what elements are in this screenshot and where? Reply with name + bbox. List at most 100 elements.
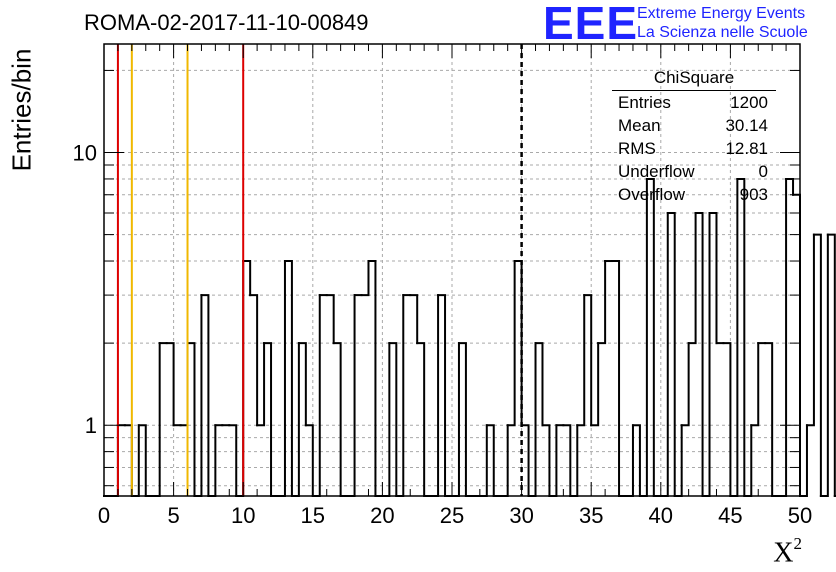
histogram-bin xyxy=(799,424,808,497)
histogram-bin xyxy=(812,233,822,497)
histogram-bin xyxy=(457,342,467,497)
histogram-bin xyxy=(193,294,203,497)
histogram-bin xyxy=(819,233,829,497)
histogram-bin xyxy=(694,212,704,497)
histogram-bin xyxy=(485,424,495,497)
stats-title: ChiSquare xyxy=(612,68,776,91)
histogram-bin xyxy=(242,260,252,297)
histogram-bin xyxy=(165,342,175,427)
histogram-bin xyxy=(304,424,314,497)
histogram-bin xyxy=(179,342,189,427)
histogram-bin xyxy=(151,342,161,497)
x-tick-label: 45 xyxy=(718,503,742,528)
histogram-bin xyxy=(722,342,732,497)
histogram-bin xyxy=(451,342,460,497)
histogram-bin xyxy=(527,342,537,497)
x-tick-label: 20 xyxy=(370,503,394,528)
stats-row-mean: Mean 30.14 xyxy=(610,114,778,137)
histogram-bin xyxy=(430,294,440,497)
histogram-bin xyxy=(186,342,196,497)
histogram-bin xyxy=(631,424,641,497)
logo-line-1: Extreme Energy Events xyxy=(637,5,806,22)
x-tick-label: 0 xyxy=(98,503,110,528)
histogram-bin xyxy=(708,212,718,345)
y-tick-label: 1 xyxy=(85,413,97,438)
histogram-bin xyxy=(409,294,419,345)
histogram-bin xyxy=(736,177,746,497)
histogram-bin xyxy=(437,294,447,497)
x-tick-label: 10 xyxy=(231,503,255,528)
histogram-bin xyxy=(137,424,147,497)
histogram-bin xyxy=(416,342,426,497)
stats-value: 12.81 xyxy=(725,139,768,158)
stats-value: 903 xyxy=(739,185,768,204)
reference-lines xyxy=(116,44,523,496)
histogram-bin xyxy=(611,260,621,497)
histogram-bin xyxy=(778,177,788,497)
eee-logo: EEE xyxy=(543,0,639,49)
histogram-bin xyxy=(228,424,238,497)
histogram-bin xyxy=(729,177,739,497)
histogram-bin xyxy=(256,342,266,427)
histogram-bin xyxy=(785,177,795,196)
histogram-bin xyxy=(680,342,690,427)
stats-label: Mean xyxy=(618,116,661,135)
x-tick-label: 25 xyxy=(440,503,464,528)
histogram-bin xyxy=(395,294,405,497)
histogram-bin xyxy=(360,260,370,297)
histogram-bin xyxy=(701,212,711,497)
stats-row-underflow: Underflow 0 xyxy=(610,160,778,183)
histogram-bin xyxy=(346,294,356,497)
logo-line-2: La Scienza nelle Scuole xyxy=(637,24,808,41)
histogram-bin xyxy=(645,177,655,497)
plot-frame xyxy=(103,43,801,497)
axis-tick-labels: 0 5 10 15 20 25 30 35 40 45 50 1 10 xyxy=(73,141,813,528)
histogram-bin xyxy=(541,424,551,497)
histogram-bin xyxy=(263,342,273,497)
histogram-bin xyxy=(332,342,342,497)
stats-value: 30.14 xyxy=(725,116,768,135)
histogram-bin xyxy=(235,260,245,497)
histogram-bin xyxy=(381,342,391,497)
histogram-bin xyxy=(590,342,600,427)
stats-box: ChiSquare Entries 1200 Mean 30.14 RMS 12… xyxy=(610,68,778,206)
chart-title: ROMA-02-2017-11-10-00849 xyxy=(84,10,369,35)
histogram-bin xyxy=(805,233,815,427)
x-tick-label: 5 xyxy=(167,503,179,528)
histogram-bin xyxy=(388,342,398,497)
histogram-bin xyxy=(311,294,321,497)
histogram-bin xyxy=(792,193,801,497)
x-tick-label: 50 xyxy=(788,503,812,528)
histogram-bin xyxy=(277,260,286,497)
histogram-bin xyxy=(764,342,774,497)
x-tick-label: 35 xyxy=(579,503,603,528)
histogram-bin xyxy=(325,294,335,345)
histogram-bin xyxy=(506,260,516,427)
stats-value: 0 xyxy=(758,162,768,181)
x-tick-label: 40 xyxy=(649,503,673,528)
histogram-bin xyxy=(200,294,210,497)
histogram-bin xyxy=(576,294,586,427)
histogram-bin xyxy=(520,424,530,497)
grid-lines xyxy=(104,44,800,496)
histogram-bin xyxy=(290,342,300,497)
histogram-bin xyxy=(534,342,544,427)
stats-label: Underflow xyxy=(618,162,695,181)
stats-row-overflow: Overflow 903 xyxy=(610,183,778,206)
x-axis-label: X2 xyxy=(773,534,802,569)
stats-label: Entries xyxy=(618,93,671,112)
histogram-bin xyxy=(583,294,593,427)
stats-label: Overflow xyxy=(618,185,686,204)
histogram-bin xyxy=(750,342,760,427)
histogram-bin xyxy=(638,177,648,497)
histogram-bin xyxy=(562,424,572,497)
histogram-bin xyxy=(297,342,307,427)
x-tick-label: 15 xyxy=(301,503,325,528)
histogram-bin xyxy=(826,233,836,497)
y-axis-label: Entries/bin xyxy=(6,48,37,172)
histogram-bin xyxy=(687,212,697,345)
histogram-bin xyxy=(249,294,259,427)
histogram-bin xyxy=(367,260,377,497)
